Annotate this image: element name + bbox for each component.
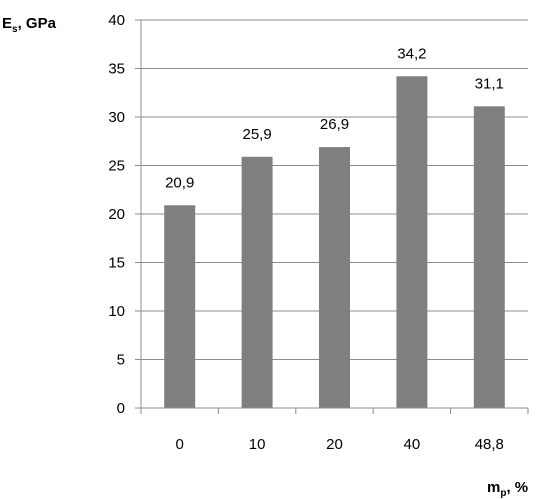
y-axis-label-rest: , GPa	[18, 15, 57, 32]
x-tick-label: 10	[249, 436, 266, 453]
y-tick-label: 10	[108, 303, 125, 320]
bar	[241, 156, 273, 408]
y-axis-label-main: E	[2, 15, 12, 32]
x-axis-label-main: m	[487, 479, 500, 496]
data-label: 34,2	[397, 45, 426, 62]
data-label: 25,9	[242, 126, 271, 143]
y-tick-label: 5	[117, 352, 125, 369]
x-tick-labels: 0 10 20 40 48,8	[176, 436, 504, 453]
bars	[164, 76, 505, 408]
y-axis-label-sub: s	[12, 24, 18, 35]
bar	[473, 106, 505, 408]
y-tick-label: 20	[108, 206, 125, 223]
y-tick-label: 25	[108, 158, 125, 175]
y-tick-labels: 0 5 10 15 20 25 30 35 40	[108, 12, 125, 417]
data-label: 26,9	[320, 116, 349, 133]
x-tick-label: 40	[404, 436, 421, 453]
y-tick-label: 30	[108, 109, 125, 126]
y-axis-label: Es, GPa	[2, 15, 57, 35]
data-label: 31,1	[475, 75, 504, 92]
x-tick-label: 48,8	[475, 436, 504, 453]
bar	[396, 76, 428, 408]
x-tick-label: 20	[326, 436, 343, 453]
x-tick-label: 0	[176, 436, 184, 453]
x-axis-label: mp, %	[487, 479, 528, 499]
axes	[135, 19, 529, 414]
x-axis-label-sub: p	[500, 488, 506, 499]
data-label: 20,9	[165, 174, 194, 191]
x-axis-label-rest: , %	[506, 479, 528, 496]
data-labels: 20,9 25,9 26,9 34,2 31,1	[165, 45, 504, 191]
y-tick-label: 0	[117, 400, 125, 417]
y-tick-label: 40	[108, 12, 125, 29]
y-tick-label: 15	[108, 255, 125, 272]
bar	[319, 147, 350, 408]
y-tick-label: 35	[108, 61, 125, 78]
bar	[164, 205, 196, 408]
